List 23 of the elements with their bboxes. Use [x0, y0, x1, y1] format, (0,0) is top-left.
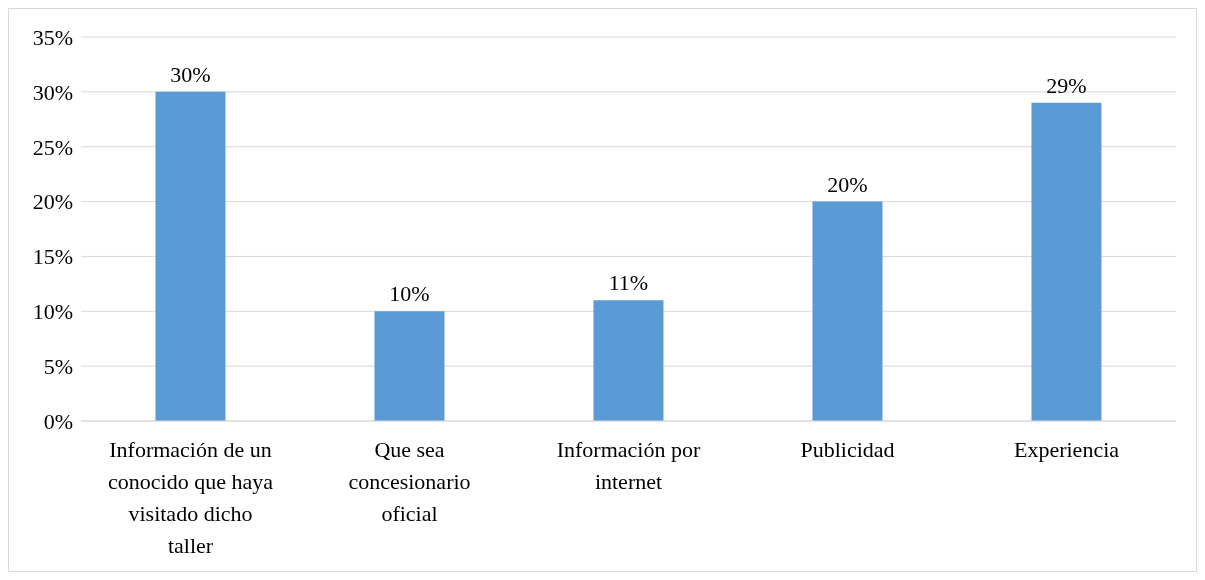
y-tick-label: 15% [32, 244, 73, 270]
data-label: 11% [608, 270, 649, 296]
y-tick-label: 35% [32, 24, 73, 50]
bar [1031, 102, 1102, 421]
x-tick-label: Publicidad [800, 436, 895, 462]
data-label: 20% [827, 171, 868, 197]
y-tick-label: 0% [43, 408, 73, 434]
y-tick-label: 5% [43, 353, 73, 379]
data-label: 10% [389, 281, 430, 307]
bar [593, 300, 664, 421]
x-tick-label: Que sea concesionario oficial [348, 436, 471, 526]
y-tick-label: 25% [32, 134, 73, 160]
x-tick-label: Experiencia [1013, 436, 1120, 462]
data-label: 29% [1046, 72, 1087, 98]
y-tick-label: 20% [32, 189, 73, 215]
bar [374, 311, 445, 421]
y-tick-label: 10% [32, 299, 73, 325]
y-tick-label: 30% [32, 79, 73, 105]
x-tick-label: Información por internet [556, 436, 701, 494]
bar [155, 91, 226, 421]
bar [812, 201, 883, 421]
data-label: 30% [170, 61, 211, 87]
x-tick-label: Información de un conocido que haya visitado dicho taller [108, 436, 274, 558]
